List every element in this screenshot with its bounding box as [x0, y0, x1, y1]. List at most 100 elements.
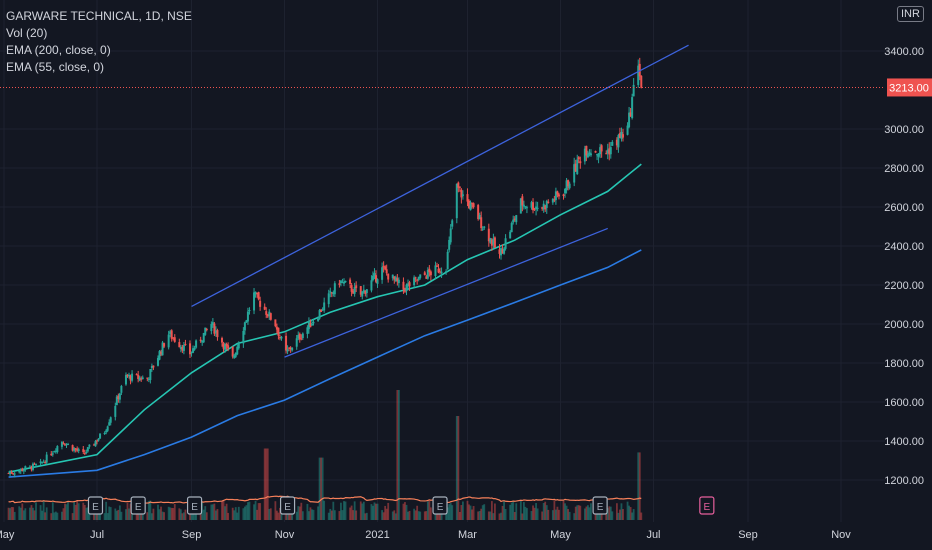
volume-bar [41, 510, 44, 520]
candle-body [530, 202, 533, 208]
volume-bar [276, 510, 278, 520]
volume-bar [53, 512, 56, 520]
volume-bar [201, 502, 204, 520]
candle-body [594, 151, 597, 153]
candle-body [468, 200, 470, 209]
volume-bar [381, 510, 383, 520]
volume-bar [222, 500, 225, 520]
candle-body [152, 365, 155, 368]
earnings-marker: E [130, 496, 146, 515]
volume-bar [577, 505, 580, 520]
candle-body [216, 330, 219, 338]
volume-bar [173, 504, 176, 520]
price-axis: 1200.00 1400.00 1600.00 1800.00 2000.00 2200.… [884, 0, 932, 550]
volume-bar [85, 507, 88, 520]
candle-body [554, 191, 557, 201]
candle-body [88, 444, 91, 447]
volume-bar [170, 507, 173, 520]
volume-bar [263, 448, 266, 520]
candle-body [124, 374, 127, 385]
volume-bar [213, 503, 216, 520]
candle-body [254, 291, 257, 295]
candle-body [588, 152, 591, 155]
volume-bar [466, 500, 469, 520]
candle-body [339, 280, 342, 284]
volume-bar [553, 500, 556, 520]
time-tick-label: Sep [182, 529, 202, 541]
volume-bar [402, 503, 405, 520]
volume-bar [490, 501, 493, 520]
volume-bar [120, 511, 123, 520]
candle-body [53, 451, 56, 453]
channel-lower-line [284, 227, 608, 358]
candle-body [605, 153, 608, 155]
candle-body [225, 343, 228, 347]
candle-body [364, 290, 367, 294]
time-tick-label: Sep [738, 529, 758, 541]
volume-bar [344, 501, 347, 520]
volume-bar [311, 509, 313, 520]
volume-bar [309, 507, 312, 520]
volume-bar [338, 511, 341, 520]
candle-body [257, 292, 260, 300]
volume-bar [617, 512, 620, 520]
candle-body [51, 453, 54, 455]
candle-body [573, 164, 576, 183]
candle-body [391, 274, 394, 279]
candle-body [562, 194, 565, 196]
volume-bar [13, 511, 16, 520]
candle-body [172, 337, 175, 339]
volume-bar [522, 502, 525, 520]
candle-body [231, 346, 234, 357]
volume-bar [301, 511, 304, 520]
candle-body [39, 461, 42, 464]
volume-bar [629, 507, 632, 520]
volume-bar [492, 513, 495, 520]
candle-body [115, 396, 118, 406]
volume-bar [45, 507, 48, 520]
candle-body [446, 251, 449, 270]
candle-body [83, 453, 86, 455]
volume-bar [205, 512, 208, 520]
candle-body [256, 292, 259, 294]
volume-bar [18, 506, 21, 520]
volume-bar [615, 503, 618, 520]
volume-bar [632, 509, 635, 520]
candle-body [565, 180, 568, 191]
candle-body [416, 279, 419, 281]
candle-body [73, 448, 76, 451]
candle-body [141, 377, 144, 380]
candle-body [309, 323, 312, 328]
candle-body [117, 395, 120, 400]
candle-body [329, 291, 332, 293]
candle-body [193, 348, 196, 350]
volume-bar [460, 505, 463, 520]
candle-body [637, 65, 640, 86]
price-tick-label: 2000.00 [884, 319, 924, 331]
volume-bar [446, 507, 449, 520]
volume-bar [308, 511, 310, 520]
candle-body [182, 345, 185, 351]
currency-button[interactable]: INR [897, 6, 924, 22]
volume-bar [224, 506, 226, 520]
time-axis: May Jul Sep Nov 2021 Mar May Jul Sep Nov [0, 522, 932, 550]
volume-bar [349, 507, 351, 520]
volume-bar [236, 512, 239, 520]
candle-body [487, 228, 490, 242]
candle-body [190, 352, 193, 354]
candle-body [50, 453, 53, 456]
candle-body [342, 281, 345, 284]
candle-body [71, 445, 74, 451]
volume-bar [312, 509, 315, 520]
candle-body [312, 321, 315, 324]
volume-bar [504, 509, 507, 520]
volume-bar [408, 510, 411, 520]
volume-bar [574, 506, 577, 520]
volume-bar [532, 505, 534, 520]
candle-body [477, 205, 480, 219]
volume-bar [62, 508, 65, 520]
candle-body [423, 272, 426, 275]
earnings-marker-label: E [437, 502, 444, 513]
volume-bar [39, 505, 42, 520]
